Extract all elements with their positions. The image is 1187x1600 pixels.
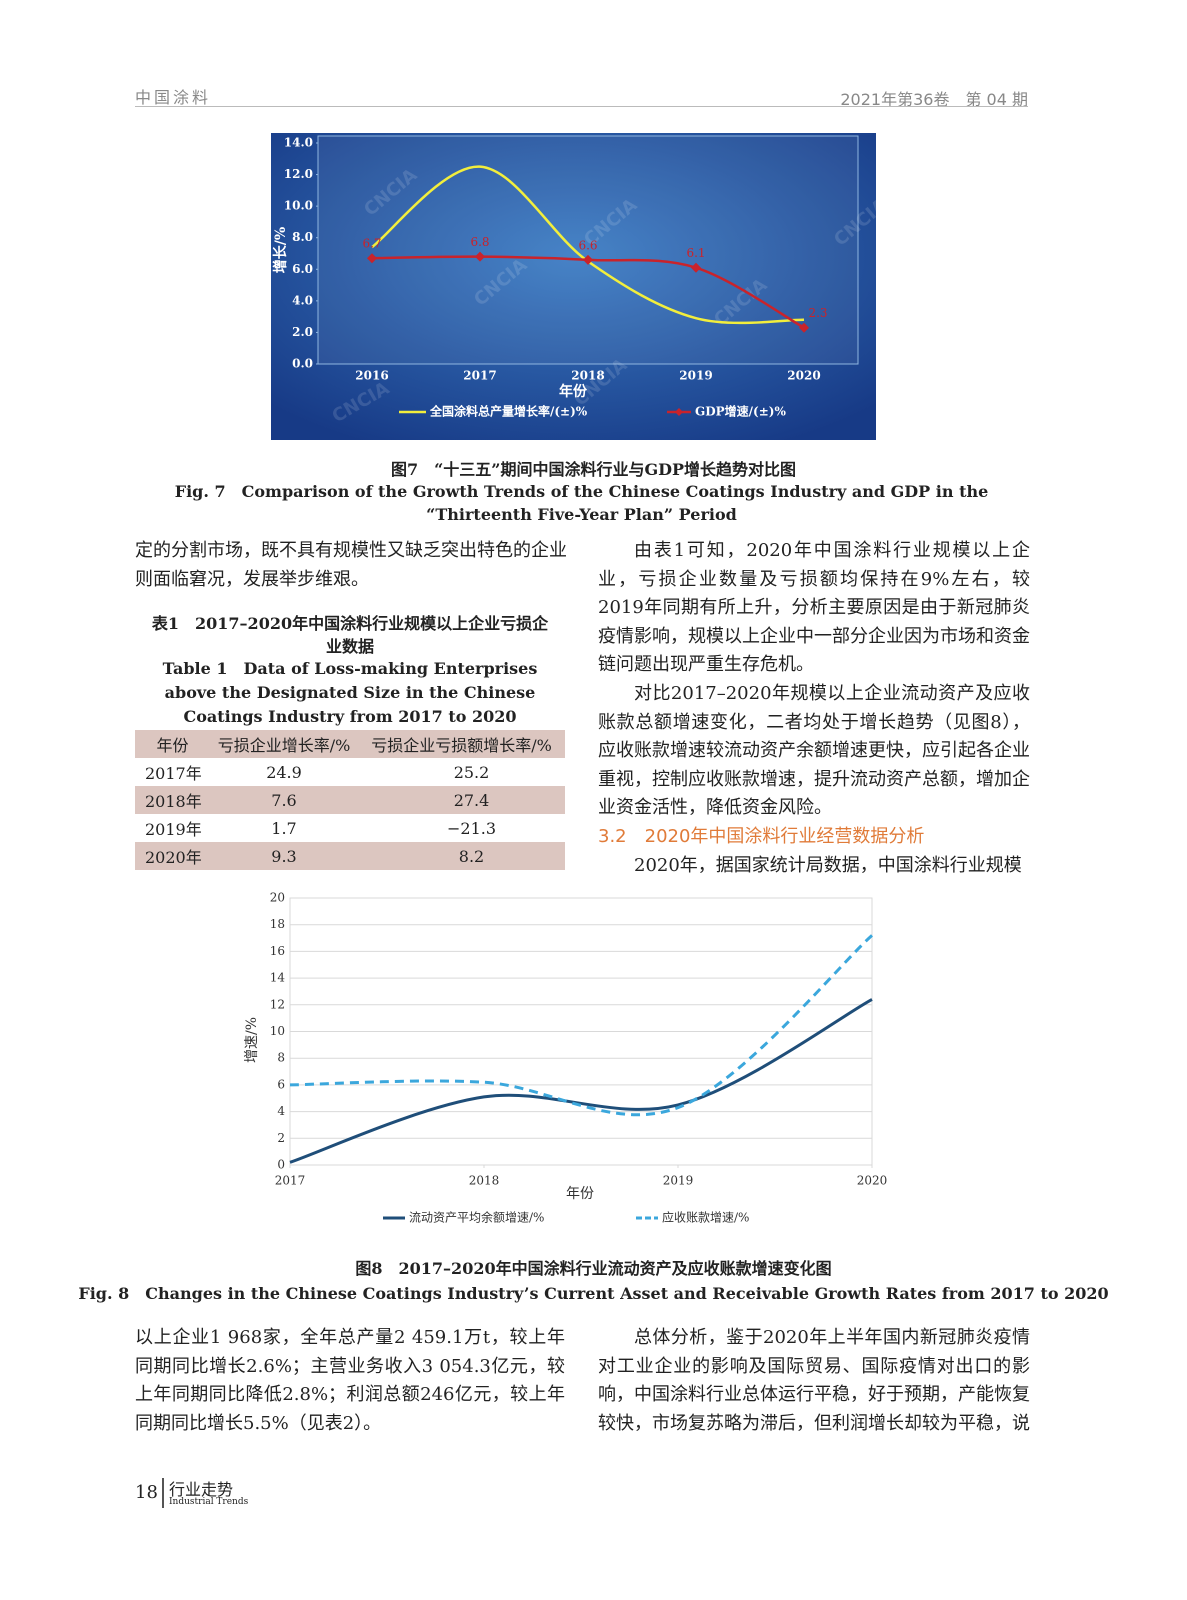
y-tick-label: 6 [277,1077,285,1091]
table-cell: −21.3 [446,818,497,838]
data-label: 6.8 [470,235,489,249]
series-line [371,165,805,325]
table-title-cn: 表1 2017–2020年中国涂料行业规模以上企业亏损企业数据 [151,614,549,656]
data-point [691,262,701,273]
section-heading: 3.2 2020年中国涂料行业经营数据分析 [598,825,925,847]
figure-caption-cn: 图8 2017–2020年中国涂料行业流动资产及应收账款增速变化图 [355,1259,832,1278]
x-tick-label: 2020 [857,1174,888,1188]
y-tick-label: 14.0 [284,136,313,150]
figure-caption-en: Fig. 8 Changes in the Chinese Coatings I… [78,1284,1109,1303]
y-tick-label: 4 [277,1104,285,1118]
y-tick-label: 2 [277,1131,285,1145]
y-tick-label: 10.0 [284,199,313,213]
table-cell: 1.7 [271,818,297,838]
x-tick-label: 2019 [679,369,712,383]
body-paragraph: 定的分割市场，既不具有规模性又缺乏突出特色的企业则面临窘况，发展举步维艰。 [135,540,567,590]
table-header-row: 年份 亏损企业增长率/% 亏损企业亏损额增长率/% [135,730,565,758]
journal-name: 中国涂料 [135,88,212,107]
data-label: 6.1 [686,246,705,260]
footer-bar [162,1478,164,1508]
table-cell: 7.6 [271,790,297,810]
legend-label: GDP增速/(±)% [695,404,786,419]
data-point [799,322,809,333]
table-cell: 25.2 [453,762,490,782]
x-tick-label: 2016 [355,369,388,383]
y-tick-label: 8.0 [292,230,313,244]
figure-background [271,133,876,440]
x-axis-title: 年份 [566,1186,594,1202]
table-cell: 2018年 [145,792,202,811]
plot-area [317,135,859,365]
data-label: 6.6 [578,238,597,252]
legend-label: 应收账款增速/% [662,1210,749,1225]
x-tick-label: 2017 [463,369,496,383]
y-tick-label: 0 [277,1158,285,1172]
body-paragraph: 以上企业1 968家，全年总产量2 459.1万t，较上年同期同比增长2.6%；… [135,1327,565,1434]
footer-section-en: Industrial Trends [169,1497,249,1507]
figure-caption-cn: 图7 “十三五”期间中国涂料行业与GDP增长趋势对比图 [390,460,797,479]
right-column: 由表1可知，2020年中国涂料行业规模以上企业，亏损企业数量及亏损额均保持在9%… [598,537,1030,880]
table-cell: 2020年 [145,848,202,867]
y-tick-label: 0.0 [292,357,313,371]
y-tick-label: 12 [270,997,285,1011]
table-cell: 27.4 [453,790,490,810]
y-axis-title: 增长/% [272,227,289,273]
y-tick-label: 18 [270,917,285,931]
y-tick-label: 12.0 [284,167,313,181]
table-cell: 2019年 [145,820,202,839]
x-tick-label: 2020 [787,369,820,383]
data-label: 2.3 [808,306,827,320]
body-paragraph: 对比2017–2020年规模以上企业流动资产及应收账款总额增速变化，二者均处于增… [598,682,1030,819]
y-tick-label: 14 [270,971,286,985]
data-point [367,253,377,264]
legend-marker [675,408,683,416]
data-label: 6.7 [362,237,381,251]
issue-info: 2021年第36卷 第 04 期 [840,90,1028,109]
y-tick-label: 6.0 [292,262,313,276]
y-tick-label: 16 [270,944,285,958]
legend-label: 全国涂料总产量增长率/(±)% [429,404,588,419]
x-tick-label: 2018 [469,1174,500,1188]
y-axis-title: 增速/% [244,1017,260,1063]
body-paragraph: 由表1可知，2020年中国涂料行业规模以上企业，亏损企业数量及亏损额均保持在9%… [598,540,1030,676]
y-tick-label: 2.0 [292,325,313,339]
column-header: 亏损企业增长率/% [217,736,351,755]
table-cell: 2017年 [145,764,202,783]
column-header: 亏损企业亏损额增长率/% [371,736,552,755]
page-number: 18 [135,1482,158,1503]
table-cell: 24.9 [266,762,302,782]
body-paragraph: 总体分析，鉴于2020年上半年国内新冠肺炎疫情对工业企业的影响及国际贸易、国际疫… [598,1327,1030,1434]
column-header: 年份 [156,736,189,755]
figure-8: 0 2 4 6 8 10 12 14 16 18 20 2017 2018 2019 2020 增速/% 年份流… [244,891,888,1225]
table-row: 2018年 7.6 27.4 [135,786,565,814]
x-tick-label: 2017 [275,1174,306,1188]
series-line [289,998,873,1164]
table-row: 2020年 9.3 8.2 [135,842,565,870]
x-tick-label: 2019 [663,1174,694,1188]
legend-label: 流动资产平均余额增速/% [409,1210,544,1225]
x-axis-title: 年份 [559,383,588,400]
data-table: 年份 亏损企业增长率/% 亏损企业亏损额增长率/% 2017年 24.9 25.2 2… [135,730,565,870]
table-row: 2019年 1.7 −21.3 [135,814,565,842]
x-tick-label: 2018 [571,369,604,383]
table-title-en: Table 1 Data of Loss-making Enterprises … [162,659,538,726]
table-cell: 9.3 [271,846,297,866]
figure-caption-en: Fig. 7 Comparison of the Growth Trends o… [174,482,989,524]
table-cell: 8.2 [458,846,485,866]
y-tick-label: 4.0 [292,293,313,307]
series-line [289,934,873,1117]
y-tick-label: 10 [270,1024,285,1038]
y-tick-label: 8 [277,1051,285,1065]
header-rule [135,106,1028,107]
y-tick-label: 20 [270,891,285,905]
footer-section: 行业走势 [169,1480,234,1499]
table-row: 2017年 24.9 25.2 [135,758,565,786]
body-paragraph: 2020年，据国家统计局数据，中国涂料行业规模 [634,854,1022,876]
